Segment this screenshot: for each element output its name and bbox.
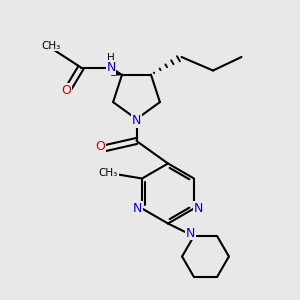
Text: N: N — [133, 202, 142, 215]
Text: O: O — [61, 83, 71, 97]
Text: N: N — [132, 114, 141, 127]
Text: N: N — [194, 202, 203, 215]
Text: O: O — [96, 140, 105, 154]
Text: CH₃: CH₃ — [99, 167, 118, 178]
Text: H: H — [107, 53, 115, 63]
Polygon shape — [112, 69, 122, 75]
Text: N: N — [186, 227, 196, 240]
Text: CH₃: CH₃ — [41, 41, 61, 51]
Text: N: N — [106, 61, 116, 74]
